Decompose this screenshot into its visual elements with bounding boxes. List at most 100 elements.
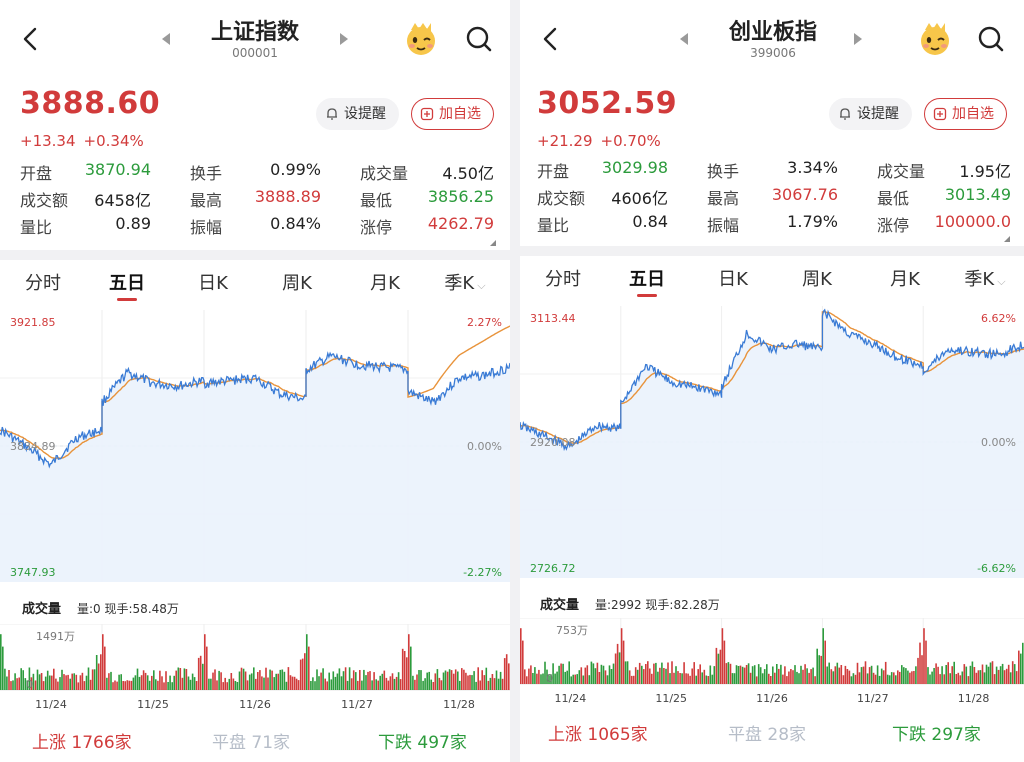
market-breadth: 上涨 1065家 平盘 28家 下跌 297家 xyxy=(520,720,1024,760)
volume-bar xyxy=(120,674,122,690)
volume-bar xyxy=(737,666,740,684)
tab-0[interactable]: 分时 xyxy=(8,264,78,312)
tab-2[interactable]: 日K xyxy=(178,264,248,312)
volume-bar xyxy=(414,679,416,690)
volume-bar xyxy=(473,671,475,690)
volume-bar xyxy=(97,663,100,690)
tab-0[interactable]: 分时 xyxy=(528,260,598,308)
volume-bar xyxy=(830,669,833,684)
five-day-chart[interactable]: 3921.85 3834.89 3747.93 2.27% 0.00% -2.27% xyxy=(0,304,510,588)
stat-label: 开盘 xyxy=(20,164,53,183)
volume-bar xyxy=(393,678,396,690)
volume-zero-label: 0 xyxy=(26,678,33,691)
stats-row: 量比 0.89 振幅 0.84% 涨停 4262.79 xyxy=(20,214,494,240)
add-watchlist-button[interactable]: 加自选 xyxy=(924,98,1007,130)
volume-bar xyxy=(695,675,697,684)
stat-label: 换手 xyxy=(190,164,223,183)
volume-chart[interactable]: 753万 011/24 11/25 11/26 11/27 11/28 xyxy=(520,618,1024,710)
stat-label: 成交额 xyxy=(20,191,69,210)
volume-bar xyxy=(915,666,917,684)
date-label: 11/25 xyxy=(137,698,169,711)
five-day-chart[interactable]: 3113.44 2920.08 2726.72 6.62% 0.00% -6.62% xyxy=(520,300,1024,584)
tab-4[interactable]: 月K xyxy=(870,260,940,308)
volume-bar xyxy=(222,682,224,690)
search-icon[interactable] xyxy=(977,25,1005,53)
next-triangle-icon[interactable] xyxy=(340,33,348,45)
set-alert-button[interactable]: 设提醒 xyxy=(316,98,399,130)
volume-bar xyxy=(792,670,794,684)
volume-bar xyxy=(630,675,633,684)
volume-bar xyxy=(489,677,492,690)
tab-1[interactable]: 五日 xyxy=(612,260,682,308)
volume-bar xyxy=(1011,661,1014,684)
volume-bar xyxy=(937,666,939,684)
volume-bar xyxy=(943,674,945,684)
volume-bar xyxy=(34,680,37,690)
tab-3[interactable]: 周K xyxy=(262,264,332,312)
volume-bar xyxy=(753,665,756,684)
volume-bar xyxy=(546,669,548,684)
volume-bar xyxy=(444,670,447,690)
date-label: 11/27 xyxy=(857,692,889,705)
volume-bar xyxy=(428,671,430,690)
tab-5[interactable]: 季K ⌵ xyxy=(950,260,1020,308)
volume-bar xyxy=(820,655,822,684)
volume-bar xyxy=(981,664,984,684)
volume-bar xyxy=(379,675,381,690)
tab-3[interactable]: 周K xyxy=(782,260,852,308)
stat-label: 涨停 xyxy=(877,216,910,235)
volume-bar xyxy=(683,662,685,684)
set-alert-button[interactable]: 设提醒 xyxy=(829,98,912,130)
tab-5[interactable]: 季K ⌵ xyxy=(430,264,500,312)
search-icon[interactable] xyxy=(465,25,493,53)
volume-bar xyxy=(28,667,31,690)
volume-bar xyxy=(26,680,29,690)
volume-bar xyxy=(975,672,978,684)
volume-bar xyxy=(100,654,102,690)
next-triangle-icon[interactable] xyxy=(854,33,862,45)
volume-bar xyxy=(945,665,947,684)
volume-bar xyxy=(895,675,897,684)
tab-4[interactable]: 月K xyxy=(350,264,420,312)
volume-bar xyxy=(10,681,12,690)
volume-bar xyxy=(336,673,339,690)
volume-bar xyxy=(185,669,188,690)
expand-corner-icon[interactable] xyxy=(490,240,496,246)
tab-1[interactable]: 五日 xyxy=(92,264,162,312)
volume-bar xyxy=(295,678,298,690)
stat-label: 振幅 xyxy=(190,218,223,237)
breadth-up: 上涨 1766家 xyxy=(32,733,132,753)
volume-bar xyxy=(568,661,570,684)
date-label: 11/24 xyxy=(555,692,587,705)
volume-bar xyxy=(822,628,824,684)
volume-bar xyxy=(434,673,437,690)
prev-triangle-icon[interactable] xyxy=(162,33,170,45)
back-arrow-icon[interactable] xyxy=(20,26,42,52)
volume-bar xyxy=(136,668,139,690)
volume-bar xyxy=(330,679,333,690)
back-arrow-icon[interactable] xyxy=(540,26,562,52)
volume-bar xyxy=(955,674,958,684)
volume-bar xyxy=(578,670,581,684)
tab-label: 日K xyxy=(198,273,228,294)
add-watchlist-button[interactable]: 加自选 xyxy=(411,98,494,130)
active-tab-indicator xyxy=(637,294,657,297)
volume-bar xyxy=(46,670,49,690)
volume-bar xyxy=(250,673,253,690)
volume-bar xyxy=(277,673,279,690)
expand-corner-icon[interactable] xyxy=(1004,236,1010,242)
date-label: 11/28 xyxy=(958,692,990,705)
volume-bar xyxy=(917,657,919,684)
volume-bar xyxy=(669,673,671,684)
volume-bar xyxy=(508,663,510,690)
mascot-icon[interactable] xyxy=(916,20,954,58)
volume-bar xyxy=(226,682,228,690)
volume-bar xyxy=(291,676,294,690)
volume-chart[interactable]: 1491万 011/24 11/25 11/26 11/27 11/28 xyxy=(0,624,510,716)
mascot-icon[interactable] xyxy=(402,20,440,58)
volume-bar xyxy=(790,669,792,684)
tab-2[interactable]: 日K xyxy=(698,260,768,308)
pct-bottom-label: -2.27% xyxy=(463,566,502,579)
volume-bar xyxy=(788,671,790,684)
prev-triangle-icon[interactable] xyxy=(680,33,688,45)
